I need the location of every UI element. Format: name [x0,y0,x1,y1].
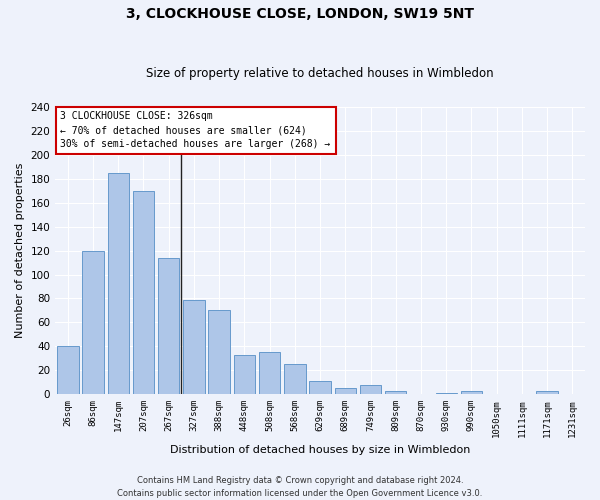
Bar [385,390,406,394]
Bar [335,388,356,394]
Text: 3, CLOCKHOUSE CLOSE, LONDON, SW19 5NT: 3, CLOCKHOUSE CLOSE, LONDON, SW19 5NT [126,8,474,22]
Bar [233,354,255,394]
Bar [436,393,457,394]
Title: Size of property relative to detached houses in Wimbledon: Size of property relative to detached ho… [146,66,494,80]
Bar [360,384,381,394]
Bar [133,191,154,394]
Bar [208,310,230,394]
Bar [259,352,280,394]
Bar [107,173,129,394]
Text: Contains HM Land Registry data © Crown copyright and database right 2024.
Contai: Contains HM Land Registry data © Crown c… [118,476,482,498]
Bar [82,250,104,394]
Bar [183,300,205,394]
Y-axis label: Number of detached properties: Number of detached properties [15,163,25,338]
Bar [536,390,558,394]
Bar [310,381,331,394]
Bar [461,390,482,394]
Text: 3 CLOCKHOUSE CLOSE: 326sqm
← 70% of detached houses are smaller (624)
30% of sem: 3 CLOCKHOUSE CLOSE: 326sqm ← 70% of deta… [61,112,331,150]
Bar [57,346,79,394]
Bar [284,364,305,394]
X-axis label: Distribution of detached houses by size in Wimbledon: Distribution of detached houses by size … [170,445,470,455]
Bar [158,258,179,394]
